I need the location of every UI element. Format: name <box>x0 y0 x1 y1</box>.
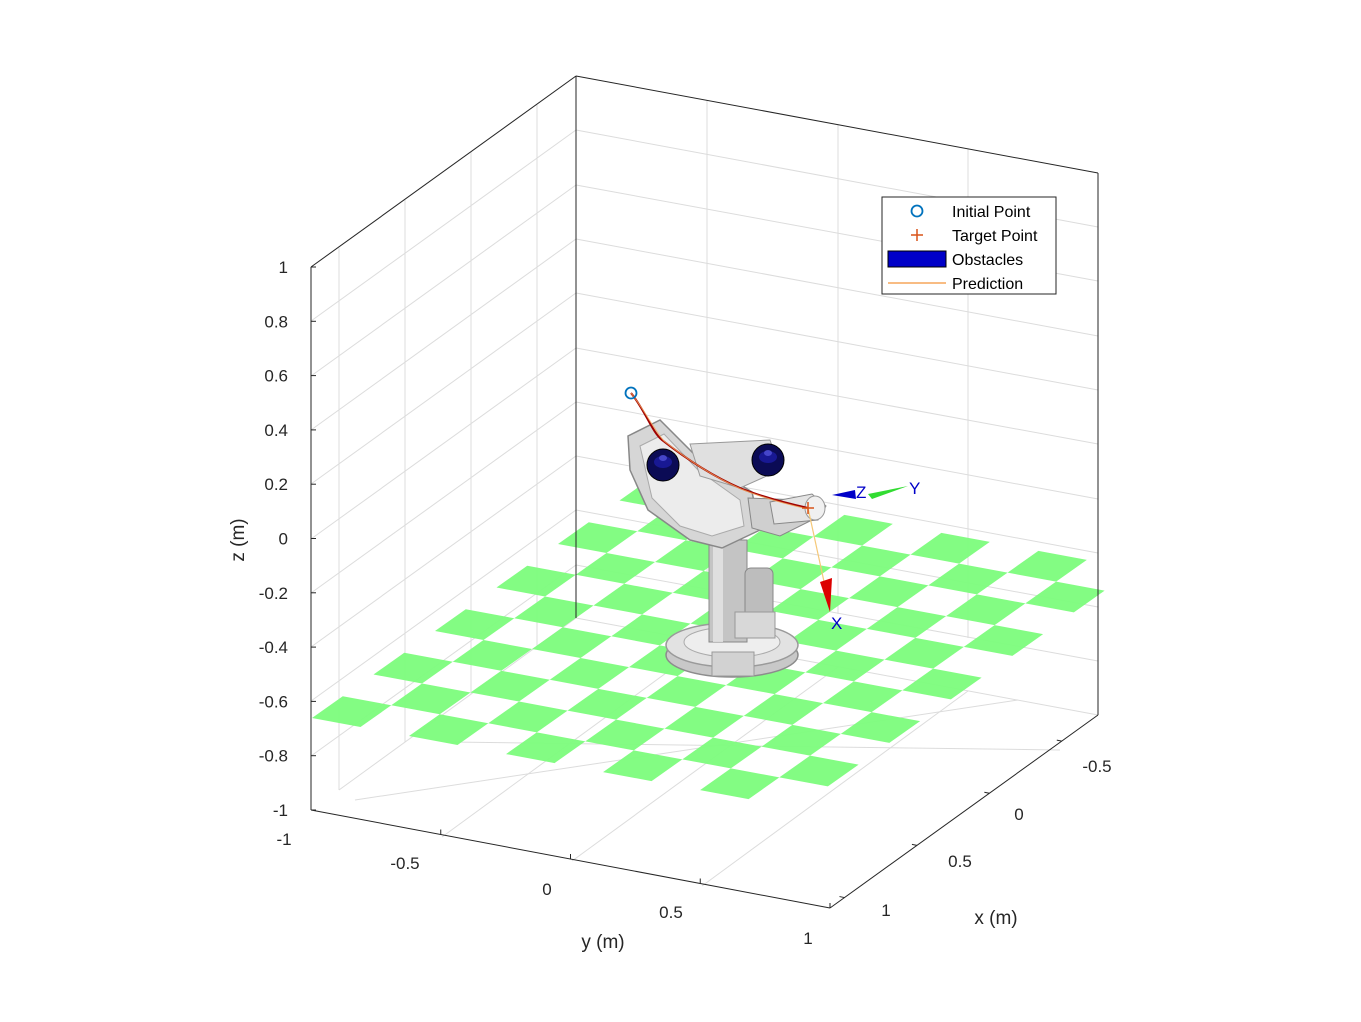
svg-text:Target Point: Target Point <box>952 228 1038 245</box>
legend-entry-prediction: Prediction <box>888 276 1023 293</box>
initial-point-marker <box>624 386 638 400</box>
y-axis-arrow <box>868 486 908 499</box>
floor-tile <box>823 681 903 713</box>
y-tick-label: 0 <box>542 880 551 899</box>
svg-text:Prediction: Prediction <box>952 276 1023 293</box>
floor-tile <box>549 658 630 689</box>
svg-text:Obstacles: Obstacles <box>952 252 1023 269</box>
floor-tile <box>779 755 859 787</box>
floor-tile <box>682 737 762 769</box>
frame-label-x: X <box>831 614 842 633</box>
legend-entry-obstacles: Obstacles <box>887 250 1023 269</box>
floor-tile <box>963 625 1044 656</box>
floor-tile <box>646 676 727 707</box>
floor-tile <box>902 668 982 700</box>
floor-tile <box>743 694 824 725</box>
y-tick-label: 0.5 <box>659 903 683 922</box>
floor-tile <box>585 719 665 751</box>
x-axis-label: x (m) <box>974 908 1017 929</box>
floor-tile <box>866 607 947 638</box>
floor-tile <box>849 576 929 608</box>
y-axis-ticks: -1 -0.5 0 0.5 1 <box>276 805 831 948</box>
obstacle-sphere-2 <box>751 443 785 477</box>
floor-tile <box>813 514 893 546</box>
x-tick-label: 1 <box>881 901 890 920</box>
floor-tile <box>514 596 594 628</box>
x-axis-arrow <box>820 578 832 612</box>
floor-tile <box>664 706 744 738</box>
z-tick-label: 0 <box>279 530 288 549</box>
target-point-marker <box>802 502 814 514</box>
z-tick-label: -1 <box>273 801 288 820</box>
floor-tile <box>1025 581 1105 613</box>
floor-tile <box>567 688 647 720</box>
legend: Initial Point Target Point Obstacles Pre… <box>881 196 1057 295</box>
x-tick-label: 0.5 <box>948 852 972 871</box>
end-effector-frame: Z Y X <box>807 479 920 633</box>
frame-label-z: Z <box>856 483 866 502</box>
y-tick-label: -1 <box>276 830 291 849</box>
z-tick-label: 0.8 <box>264 312 288 331</box>
prediction-line <box>630 392 809 510</box>
legend-entry-target-point: Target Point <box>911 228 1038 245</box>
floor-tile <box>575 553 656 584</box>
floor-tile <box>312 696 392 728</box>
floor-tile <box>910 532 990 564</box>
floor-tile <box>805 650 885 682</box>
svg-text:Initial Point: Initial Point <box>952 204 1031 221</box>
floor-tile <box>787 619 867 651</box>
floor-tile <box>593 583 673 615</box>
floor-tile <box>726 663 806 695</box>
floor-tile <box>391 683 471 715</box>
z-tick-label: -0.8 <box>259 747 288 766</box>
floor-tile <box>611 614 691 646</box>
floor-tile <box>884 637 964 669</box>
robot-forearm <box>769 493 827 525</box>
z-axis-ticks: 1 0.8 0.6 0.4 0.2 0 -0.2 -0.4 -0.6 -0.8 -1 <box>259 258 316 820</box>
floor-tile <box>409 714 489 746</box>
x-tick-label: 0 <box>1014 805 1023 824</box>
z-tick-label: 1 <box>279 258 288 277</box>
floor-tile <box>373 652 453 684</box>
robot-base <box>665 622 799 678</box>
z-axis-label: z (m) <box>228 518 249 561</box>
floor-tile <box>452 640 533 671</box>
x-axis-ticks: -0.5 0 0.5 1 <box>839 739 1112 920</box>
floor-tile <box>831 545 911 577</box>
floor-tile <box>761 724 841 756</box>
floor-tile <box>496 565 576 597</box>
obstacles <box>646 443 785 482</box>
robot-column <box>708 539 776 643</box>
floor-tile <box>840 712 921 743</box>
floor-tile <box>532 627 612 659</box>
floor-tile <box>946 594 1026 626</box>
floor-tile <box>603 750 683 782</box>
y-tick-label: 1 <box>803 929 812 948</box>
grid-lines <box>310 75 1099 887</box>
obstacle-sphere-1 <box>646 448 680 482</box>
floor-tile <box>928 563 1008 595</box>
floor-tile <box>470 670 550 702</box>
x-tick-label: -0.5 <box>1082 757 1111 776</box>
z-tick-label: -0.4 <box>259 638 288 657</box>
floor-tile <box>1007 550 1087 582</box>
floor-tile <box>488 701 568 733</box>
z-tick-label: -0.6 <box>259 692 288 711</box>
floor-tile <box>558 522 638 554</box>
legend-entry-initial-point: Initial Point <box>910 204 1031 221</box>
z-tick-label: 0.4 <box>264 421 288 440</box>
floor-tile <box>506 732 586 764</box>
z-tick-label: 0.2 <box>264 475 288 494</box>
floor-tile <box>435 609 515 641</box>
y-axis-label: y (m) <box>581 932 624 953</box>
z-axis-arrow <box>832 490 856 499</box>
z-tick-label: 0.6 <box>264 367 288 386</box>
frame-label-y: Y <box>909 479 920 498</box>
floor-tile <box>734 527 814 559</box>
floor-tile <box>700 768 780 800</box>
z-tick-label: -0.2 <box>259 584 288 603</box>
y-tick-label: -0.5 <box>390 854 419 873</box>
